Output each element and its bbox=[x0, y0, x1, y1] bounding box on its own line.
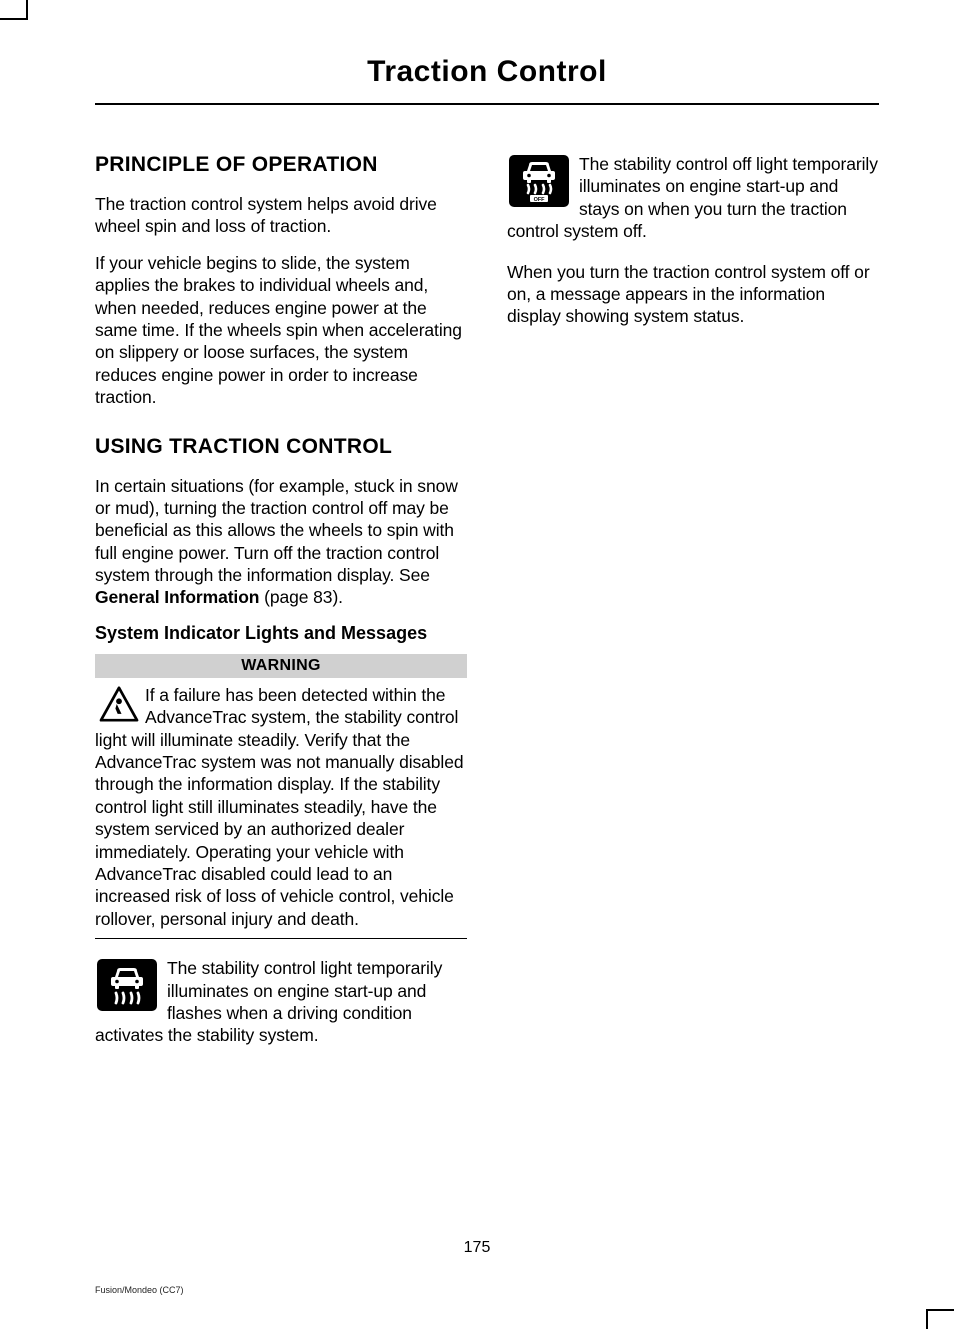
cross-reference-link[interactable]: General Information bbox=[95, 587, 259, 607]
right-column: OFF The stability control off light temp… bbox=[507, 153, 879, 1065]
icon-paragraph: OFF The stability control off light temp… bbox=[507, 153, 879, 243]
crop-mark-bottom-right bbox=[926, 1309, 954, 1311]
stability-control-icon bbox=[97, 959, 157, 1011]
svg-text:OFF: OFF bbox=[534, 197, 545, 203]
two-column-layout: PRINCIPLE OF OPERATION The traction cont… bbox=[95, 153, 879, 1065]
body-paragraph: In certain situations (for example, stuc… bbox=[95, 475, 467, 609]
paragraph-text: In certain situations (for example, stuc… bbox=[95, 476, 458, 586]
section-heading-using: USING TRACTION CONTROL bbox=[95, 435, 467, 459]
body-paragraph: If your vehicle begins to slide, the sys… bbox=[95, 252, 467, 409]
body-paragraph: The traction control system helps avoid … bbox=[95, 193, 467, 238]
stability-control-off-icon: OFF bbox=[509, 155, 569, 207]
crop-mark-top-left bbox=[0, 18, 28, 20]
left-column: PRINCIPLE OF OPERATION The traction cont… bbox=[95, 153, 467, 1065]
warning-header: WARNING bbox=[95, 654, 467, 678]
page-number: 175 bbox=[0, 1239, 954, 1257]
subsection-heading-indicators: System Indicator Lights and Messages bbox=[95, 623, 467, 644]
warning-triangle-icon bbox=[99, 686, 139, 722]
icon-paragraph: The stability control light temporarily … bbox=[95, 957, 467, 1047]
paragraph-text: (page 83). bbox=[259, 587, 343, 607]
page-content: Traction Control PRINCIPLE OF OPERATION … bbox=[0, 0, 954, 1105]
warning-block: If a failure has been detected within th… bbox=[95, 678, 467, 939]
body-paragraph: When you turn the traction control syste… bbox=[507, 261, 879, 328]
warning-text: If a failure has been detected within th… bbox=[95, 684, 467, 930]
chapter-title: Traction Control bbox=[95, 55, 879, 105]
section-heading-principle: PRINCIPLE OF OPERATION bbox=[95, 153, 467, 177]
footer-model-code: Fusion/Mondeo (CC7) bbox=[95, 1285, 184, 1295]
